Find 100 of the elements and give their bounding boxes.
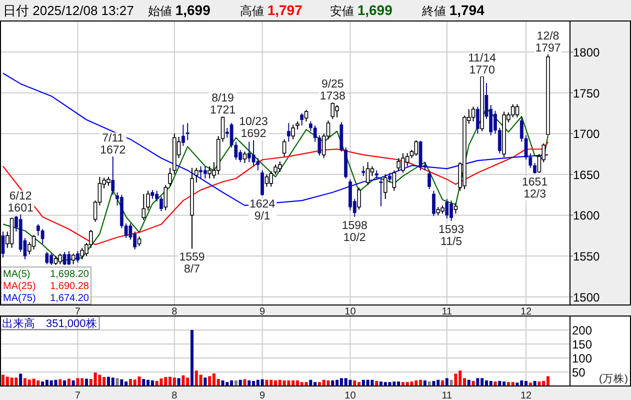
candlestick	[445, 198, 449, 219]
candlestick	[282, 138, 286, 157]
text: 安値 1,699	[330, 2, 393, 18]
candlestick	[186, 122, 190, 141]
candlestick	[428, 170, 432, 190]
annotation: 12/8 1797	[535, 30, 561, 54]
bar	[248, 380, 251, 386]
bar	[14, 378, 18, 386]
bar	[160, 378, 163, 386]
candlestick	[383, 174, 388, 200]
bar	[182, 375, 185, 386]
annotation: 7/11 1672	[100, 132, 126, 156]
annotation: 11/14 1770	[468, 52, 497, 76]
bar	[67, 378, 70, 386]
candlestick	[366, 162, 370, 186]
candlestick	[388, 172, 392, 184]
bar	[155, 380, 158, 386]
bar	[138, 376, 141, 386]
bar	[111, 378, 114, 386]
x-tick-label: 10	[344, 390, 356, 400]
y-tick-label: 1750	[573, 86, 600, 100]
bar	[516, 382, 519, 386]
candlestick	[168, 167, 172, 186]
annotation: 1598 10/2	[342, 220, 368, 244]
y-tick-label: 1600	[573, 208, 600, 223]
annotation: 1593 11/5	[438, 224, 464, 248]
candlestick	[286, 122, 290, 142]
bar	[528, 382, 532, 386]
x-tick-label: 7	[74, 390, 81, 400]
candlestick	[414, 140, 418, 156]
candlestick	[58, 253, 62, 265]
annotation: 6/12 1601	[8, 190, 34, 214]
bar	[375, 380, 378, 386]
bar	[234, 380, 238, 386]
candlestick	[300, 112, 304, 126]
candlestick	[392, 170, 396, 192]
legend: MA(5) 1,698.20 MA(25) 1,690.28 MA(75) 1,674.20	[0, 266, 92, 304]
bar	[172, 378, 176, 386]
candlestick	[515, 104, 520, 118]
candlestick	[203, 166, 207, 180]
y-axis-title: (万株)	[599, 372, 628, 385]
x-tick-label: 8	[172, 390, 178, 400]
annotation: 10/23 1692	[239, 116, 268, 140]
bar	[498, 380, 502, 386]
y-tick-label: 150	[572, 338, 592, 352]
candlestick	[164, 184, 168, 211]
chart-title: 日付 2025/12/08 13:27	[3, 3, 134, 18]
bar	[472, 380, 475, 386]
x-tick-label: 12	[520, 390, 532, 400]
bar	[150, 380, 154, 386]
chart-title: 出来高 351,000株	[2, 317, 97, 330]
candlestick	[242, 151, 247, 164]
candlestick	[146, 190, 150, 211]
bar	[85, 378, 88, 386]
candlestick	[454, 202, 458, 214]
candlestick	[111, 156, 115, 196]
bar	[326, 380, 330, 386]
x-tick-label: 8	[172, 306, 178, 318]
candlestick	[510, 104, 515, 118]
candlestick	[471, 106, 476, 122]
candlestick	[142, 194, 146, 221]
candlestick	[1, 231, 5, 258]
bar	[32, 378, 36, 386]
x-tick-label: 11	[442, 306, 453, 318]
candlestick	[432, 190, 436, 217]
candlestick	[269, 170, 274, 188]
bar	[142, 379, 146, 386]
annotation: 1559 8/7	[179, 252, 205, 276]
candlestick	[194, 167, 198, 184]
bar	[414, 380, 418, 386]
bar	[36, 380, 40, 386]
bar	[489, 380, 492, 386]
candlestick	[32, 234, 36, 250]
candlestick	[264, 174, 269, 188]
bar	[441, 380, 444, 386]
x-tick-label: 10	[344, 306, 356, 318]
text: 始値 1,699	[148, 2, 211, 18]
bar	[432, 380, 436, 386]
bar	[177, 378, 180, 386]
x-tick-label: 9	[260, 390, 266, 400]
y-tick-label: 100	[572, 352, 592, 366]
bar	[116, 378, 119, 386]
y-tick-label: 1800	[573, 46, 600, 60]
x-tick-label: 7	[74, 306, 81, 318]
candlestick	[362, 166, 366, 177]
candlestick	[291, 124, 295, 140]
y-tick-label: 1650	[573, 168, 600, 182]
bar	[331, 380, 334, 386]
bar	[282, 380, 286, 386]
candlestick	[278, 160, 282, 172]
text: 終値 1,794	[421, 2, 485, 18]
bar	[94, 372, 97, 386]
bar	[50, 380, 53, 386]
x-tick-label: 12	[520, 306, 532, 318]
candlestick	[45, 251, 49, 265]
y-tick-label: 1700	[573, 127, 600, 142]
bar	[19, 374, 22, 386]
y-tick-label: 1500	[573, 290, 600, 304]
annotation: 1651 12/3	[522, 176, 548, 201]
candlestick	[260, 170, 264, 196]
